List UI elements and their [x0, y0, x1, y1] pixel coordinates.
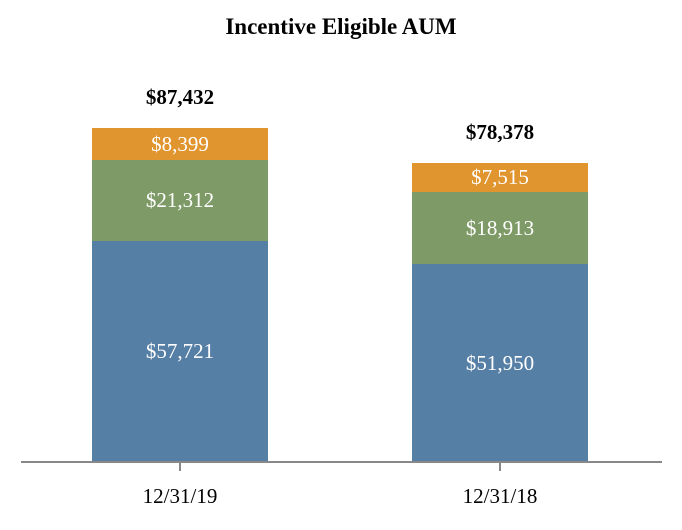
bar-segment-blue: $57,721: [92, 241, 268, 462]
bar-segment-blue: $51,950: [412, 264, 588, 462]
bar-segment-orange: $7,515: [412, 163, 588, 192]
segment-value-label: $7,515: [471, 165, 529, 189]
segment-value-label: $21,312: [145, 188, 215, 212]
x-axis-line: [21, 461, 662, 463]
bar-segment-orange: $8,399: [92, 128, 268, 160]
segment-value-label: $51,950: [465, 350, 535, 375]
bar-total-label: $78,378: [465, 120, 535, 144]
segment-value-label: $18,913: [465, 215, 535, 240]
x-axis-label: 12/31/19: [142, 484, 218, 508]
axis-tick: [499, 463, 501, 471]
x-axis-label: 12/31/18: [462, 484, 538, 508]
segment-value-label: $57,721: [145, 339, 215, 363]
axis-tick: [179, 463, 181, 471]
bar-segment-green: $18,913: [412, 192, 588, 264]
bar-segment-green: $21,312: [92, 160, 268, 241]
chart-title: Incentive Eligible AUM: [225, 14, 457, 39]
segment-value-label: $8,399: [151, 131, 209, 156]
bar-total-label: $87,432: [145, 85, 215, 109]
